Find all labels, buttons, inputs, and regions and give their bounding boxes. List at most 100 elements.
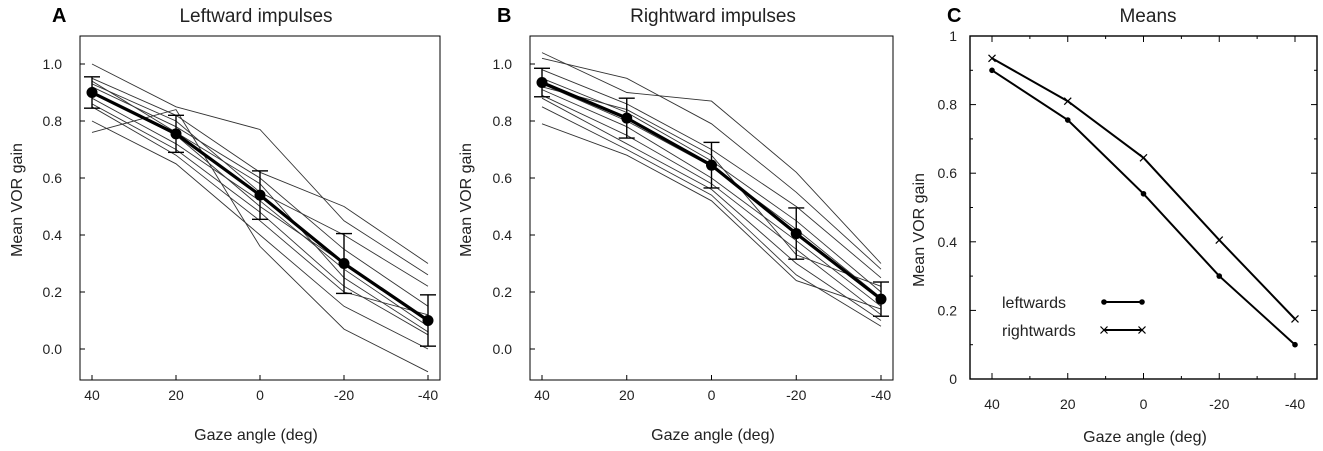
cross-stroke — [1063, 97, 1072, 106]
y-tick-label: 1 — [949, 28, 957, 44]
mean-point — [422, 315, 434, 326]
x-tick-label: 0 — [708, 387, 716, 403]
legend: leftwards rightwards — [1002, 295, 1146, 340]
subject-line — [541, 123, 882, 310]
panel-c-plot: 40 20 0 -20 -40 0 0.2 0.4 0.6 0.8 1 — [938, 28, 1317, 412]
panel-a-title: Leftward impulses — [179, 6, 332, 27]
y-tick-label: 0.8 — [43, 113, 63, 129]
cross-stroke — [1291, 315, 1299, 323]
legend-marker — [1139, 299, 1145, 305]
panel-c-xlabel: Gaze angle (deg) — [1083, 429, 1207, 446]
series-point — [1063, 97, 1072, 106]
x-tick-label: -40 — [418, 387, 438, 403]
y-tick-label: 0.8 — [938, 97, 958, 113]
cross-stroke — [1139, 153, 1148, 162]
panel-b-xlabel: Gaze angle (deg) — [651, 427, 775, 444]
series-point — [989, 67, 995, 74]
mean-point — [338, 258, 350, 269]
x-tick-label: 40 — [534, 387, 550, 403]
x-tick-label: -20 — [334, 387, 354, 403]
panel-c: C Means Mean VOR gain Gaze angle (deg) 4… — [911, 5, 1318, 446]
series-point — [1215, 236, 1224, 245]
subject-line — [91, 109, 429, 373]
y-tick-label: 0.2 — [493, 284, 513, 300]
x-tick-label: 0 — [256, 387, 264, 403]
legend-marker — [1101, 299, 1107, 305]
x-tick-label: 20 — [619, 387, 635, 403]
series-line — [991, 57, 1296, 320]
legend-swatch-rightwards — [1100, 326, 1146, 334]
y-tick-label: 0.0 — [43, 341, 63, 357]
x-tick-label: -20 — [786, 387, 806, 403]
y-tick-label: 0.2 — [43, 284, 63, 300]
cross-stroke — [1215, 236, 1224, 245]
series-point — [1292, 341, 1298, 348]
panel-c-title: Means — [1119, 6, 1176, 27]
x-tick-label: -40 — [1285, 396, 1305, 412]
panel-letter-c: C — [947, 5, 961, 27]
y-tick-label: 0.2 — [938, 302, 958, 318]
mean-point — [790, 228, 802, 240]
y-tick-label: 1.0 — [493, 56, 513, 72]
cross-stroke — [988, 54, 996, 63]
panel-a-xlabel: Gaze angle (deg) — [194, 427, 318, 444]
y-tick-label: 1.0 — [43, 56, 63, 72]
series-point — [988, 54, 996, 63]
y-tick-label: 0.8 — [493, 113, 513, 129]
mean-point — [254, 189, 266, 201]
mean-series — [84, 76, 436, 347]
panel-letter-a: A — [52, 5, 66, 27]
y-tick-label: 0.4 — [493, 227, 513, 243]
panel-b: B Rightward impulses Mean VOR gain Gaze … — [458, 5, 894, 444]
y-tick-label: 0.6 — [938, 165, 958, 181]
individual-subject-lines — [541, 52, 882, 327]
panel-b-plot: 40 20 0 -20 -40 0.0 0.2 0.4 0.6 0.8 1.0 — [493, 52, 892, 403]
subject-line — [541, 94, 882, 316]
y-tick-label: 0.6 — [493, 170, 513, 186]
series-point — [1216, 273, 1223, 279]
panel-a-plot: 40 20 0 -20 -40 0.0 0.2 0.4 0.6 0.8 1.0 — [43, 56, 439, 403]
legend-marker — [1100, 326, 1108, 334]
mean-point — [621, 112, 633, 124]
x-tick-label: 20 — [1060, 396, 1076, 412]
legend-label-rightwards: rightwards — [1002, 323, 1076, 340]
mean-point — [170, 128, 182, 140]
panel-a-ylabel: Mean VOR gain — [9, 143, 26, 257]
panel-2-ticks: 40 20 0 -20 -40 0 0.2 0.4 0.6 0.8 1 — [938, 28, 1317, 412]
y-tick-label: 0.0 — [493, 341, 513, 357]
y-tick-label: 0.4 — [43, 227, 63, 243]
mean-point — [86, 87, 98, 98]
mean-point — [536, 77, 548, 89]
y-tick-label: 0.4 — [938, 234, 958, 250]
subject-line — [541, 52, 882, 264]
panel-b-title: Rightward impulses — [630, 6, 796, 27]
panel-letter-b: B — [497, 5, 511, 27]
legend-label-leftwards: leftwards — [1002, 295, 1066, 312]
legend-swatches — [1100, 299, 1146, 334]
series-point — [1140, 190, 1147, 197]
subject-line — [541, 89, 882, 307]
y-tick-label: 0.6 — [43, 170, 63, 186]
x-tick-label: -20 — [1209, 396, 1229, 412]
x-tick-label: 40 — [984, 396, 1000, 412]
mean-series — [534, 67, 889, 317]
subject-line — [541, 106, 882, 327]
panel-b-ylabel: Mean VOR gain — [458, 143, 475, 257]
x-tick-label: 40 — [84, 387, 100, 403]
legend-swatch-leftwards — [1101, 299, 1145, 305]
subject-line — [91, 63, 429, 276]
subject-line — [541, 57, 882, 270]
subject-line — [541, 83, 882, 299]
panel-a: A Leftward impulses Mean VOR gain Gaze a… — [9, 5, 441, 444]
series-point — [1139, 153, 1148, 162]
subject-line — [541, 97, 882, 321]
series-rightwards — [988, 54, 1299, 323]
panel-b-plot-frame — [529, 35, 894, 381]
panel-c-ylabel: Mean VOR gain — [911, 173, 928, 287]
subject-line — [91, 120, 429, 350]
mean-point — [875, 293, 887, 305]
x-tick-label: 20 — [168, 387, 184, 403]
panel-1-ticks: 40 20 0 -20 -40 0.0 0.2 0.4 0.6 0.8 1.0 — [493, 56, 892, 403]
series-point — [1291, 315, 1299, 323]
